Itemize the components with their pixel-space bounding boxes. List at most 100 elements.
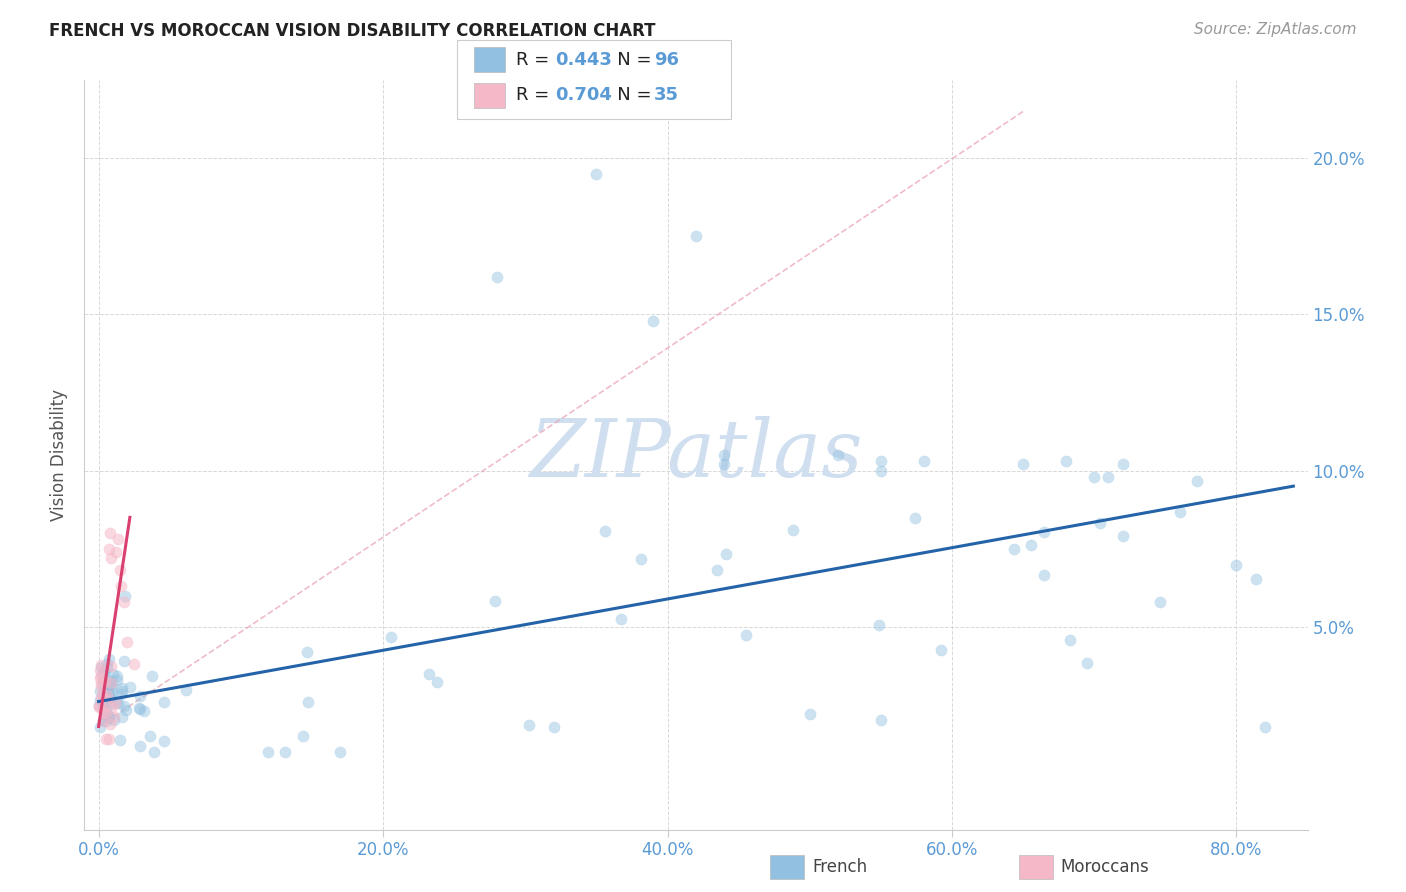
Point	[89, 698, 111, 712]
Point	[98, 677, 121, 691]
Text: N =: N =	[600, 87, 658, 104]
Point	[101, 686, 124, 700]
Text: ZIPatlas: ZIPatlas	[529, 417, 863, 493]
Point	[94, 692, 117, 706]
Point	[1088, 516, 1111, 531]
Point	[101, 667, 124, 681]
Point	[118, 680, 141, 694]
Point	[89, 684, 111, 698]
Point	[610, 612, 633, 626]
Point	[89, 719, 111, 733]
Point	[91, 687, 114, 701]
Text: R =: R =	[516, 51, 555, 69]
Point	[904, 510, 927, 524]
Point	[585, 167, 607, 181]
Point	[100, 697, 122, 711]
Point	[100, 681, 122, 696]
Point	[93, 665, 115, 680]
Point	[100, 690, 122, 705]
Point	[152, 695, 174, 709]
Point	[89, 663, 111, 677]
Point	[142, 744, 165, 758]
Point	[297, 695, 319, 709]
Point	[1246, 572, 1268, 586]
Point	[870, 464, 893, 478]
Point	[111, 710, 134, 724]
Point	[782, 523, 804, 537]
Point	[98, 709, 121, 723]
Point	[110, 687, 132, 701]
Point	[174, 683, 197, 698]
Point	[97, 711, 120, 725]
Point	[112, 594, 135, 608]
Point	[115, 703, 138, 717]
Point	[105, 673, 128, 688]
Point	[153, 734, 176, 748]
Point	[426, 674, 449, 689]
Point	[716, 547, 738, 561]
Point	[128, 689, 150, 703]
Point	[128, 701, 150, 715]
Point	[257, 744, 280, 758]
Point	[134, 705, 156, 719]
Point	[380, 630, 402, 644]
Point	[685, 229, 707, 244]
Point	[96, 661, 118, 675]
Point	[329, 744, 352, 758]
Point	[97, 652, 120, 666]
Point	[100, 673, 122, 688]
Point	[100, 658, 122, 673]
Point	[713, 448, 735, 462]
Point	[1111, 458, 1133, 472]
Point	[543, 719, 565, 733]
Point	[94, 684, 117, 698]
Point	[89, 700, 111, 714]
Point	[128, 739, 150, 753]
Point	[1097, 469, 1119, 483]
Point	[90, 690, 112, 705]
Point	[1225, 558, 1247, 572]
Point	[141, 669, 163, 683]
Point	[89, 693, 111, 707]
Point	[112, 698, 135, 713]
Point	[100, 675, 122, 690]
Point	[97, 731, 120, 746]
Text: FRENCH VS MOROCCAN VISION DISABILITY CORRELATION CHART: FRENCH VS MOROCCAN VISION DISABILITY COR…	[49, 22, 655, 40]
Text: 0.704: 0.704	[555, 87, 612, 104]
Point	[104, 695, 127, 709]
Point	[93, 709, 115, 723]
Point	[98, 717, 121, 731]
Point	[98, 690, 121, 705]
Point	[103, 713, 125, 727]
Point	[107, 696, 129, 710]
Point	[1170, 505, 1192, 519]
Text: N =: N =	[600, 51, 658, 69]
Point	[1083, 469, 1105, 483]
Point	[630, 551, 652, 566]
Point	[115, 635, 138, 649]
Point	[91, 714, 114, 729]
Point	[827, 448, 849, 462]
Point	[485, 269, 508, 284]
Point	[98, 526, 121, 541]
Text: 35: 35	[654, 87, 679, 104]
Point	[94, 714, 117, 729]
Point	[101, 699, 124, 714]
Point	[90, 679, 112, 693]
Point	[91, 695, 114, 709]
Y-axis label: Vision Disability: Vision Disability	[51, 389, 69, 521]
Point	[94, 673, 117, 688]
Point	[1019, 539, 1042, 553]
Point	[799, 706, 821, 721]
Point	[91, 675, 114, 690]
Point	[114, 589, 136, 603]
Point	[706, 563, 728, 577]
Point	[111, 683, 134, 698]
Point	[484, 594, 506, 608]
Point	[104, 544, 127, 558]
Point	[735, 628, 758, 642]
Point	[870, 454, 893, 468]
Point	[96, 678, 118, 692]
Point	[101, 676, 124, 690]
Point	[274, 744, 297, 758]
